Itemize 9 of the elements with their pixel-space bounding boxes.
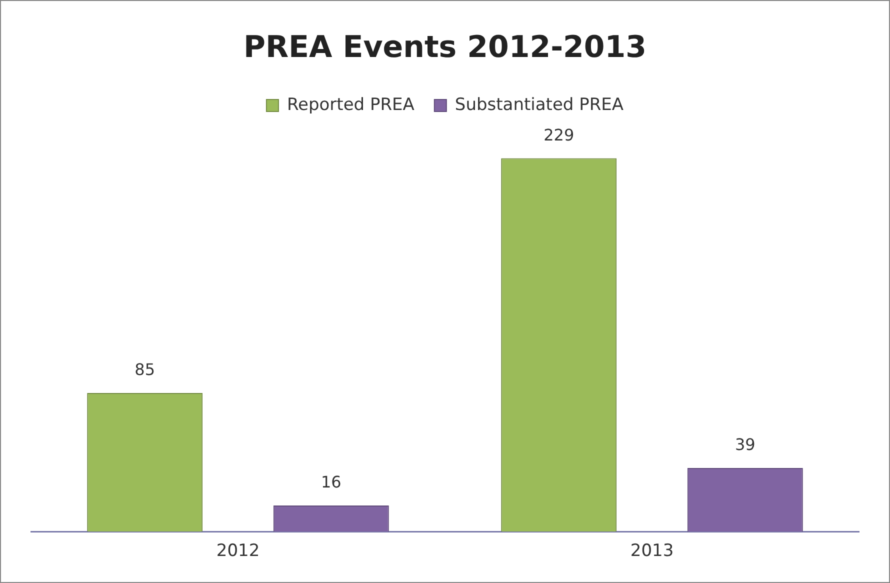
data-label: 85 — [134, 360, 156, 380]
data-label: 229 — [544, 125, 574, 144]
x-tick-label: 2013 — [630, 541, 674, 562]
data-label: 16 — [320, 472, 342, 492]
legend-label: Substantiated PREA — [454, 94, 624, 115]
chart-title: PREA Events 2012-2013 — [243, 30, 647, 65]
data-label: 39 — [734, 435, 756, 454]
legend-label: Reported PREA — [286, 94, 415, 115]
x-tick-label: 2012 — [216, 541, 260, 562]
